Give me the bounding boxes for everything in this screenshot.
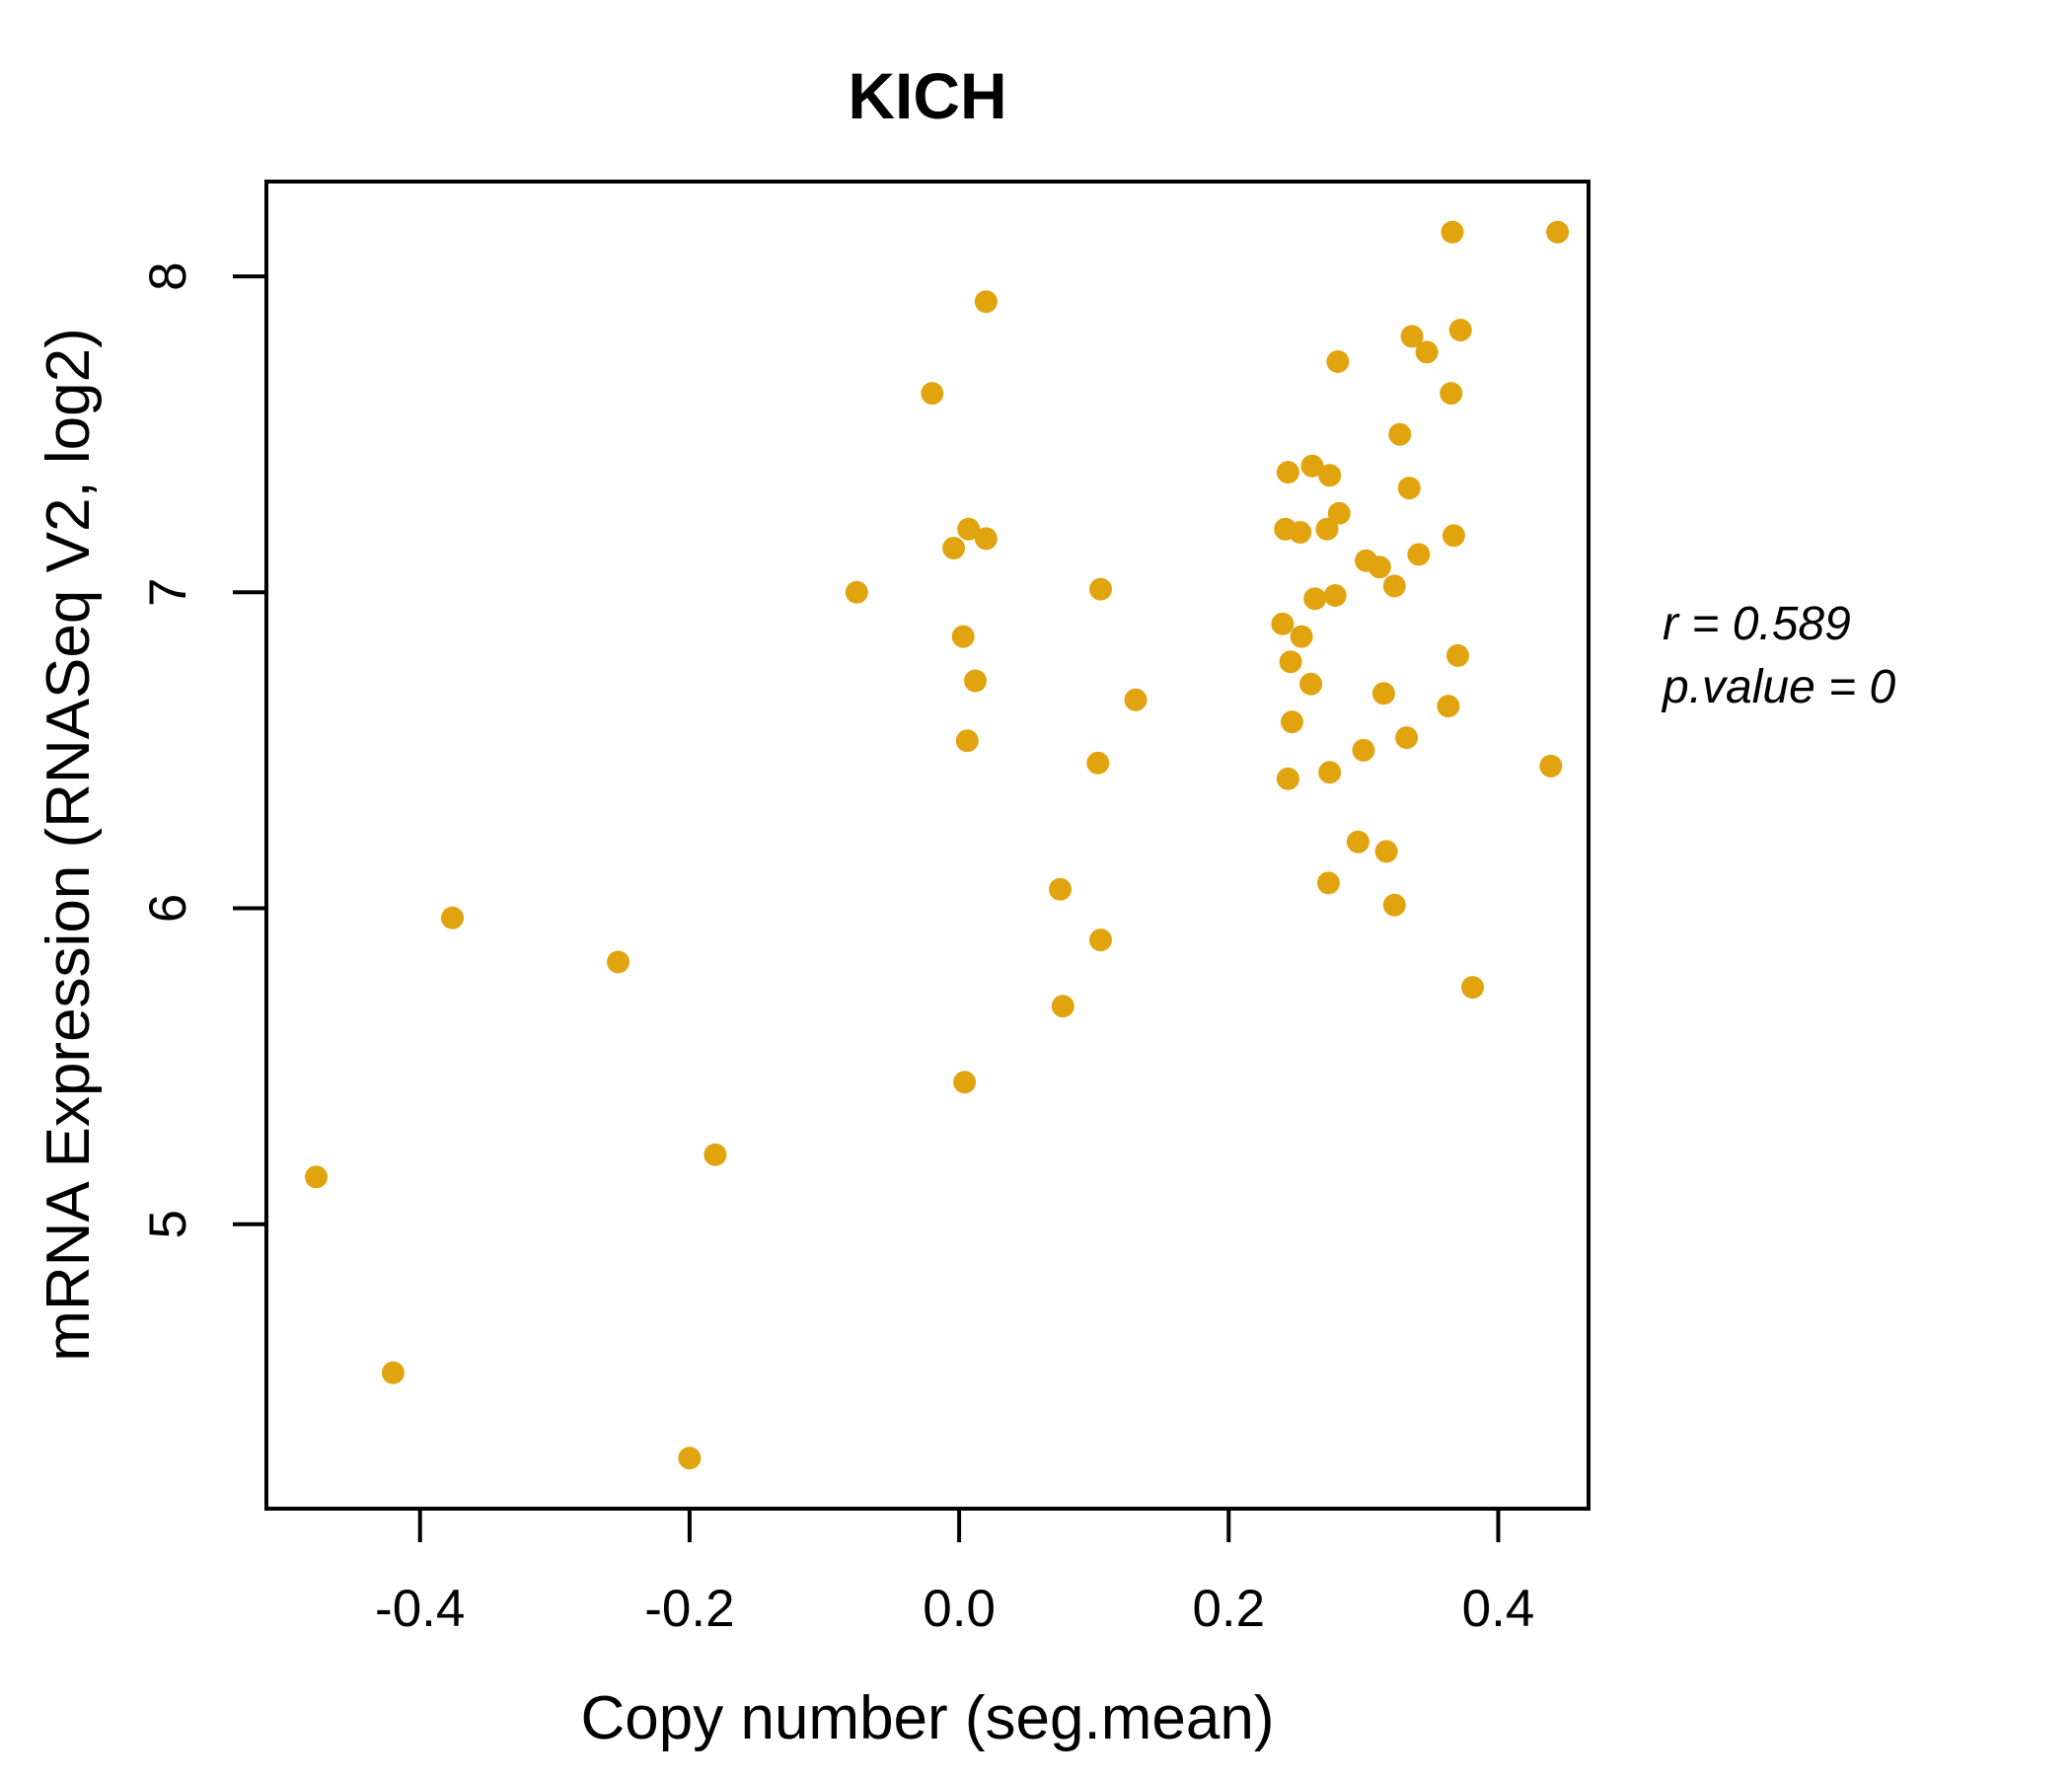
data-point: [1051, 995, 1074, 1018]
data-point: [1388, 422, 1412, 446]
x-tick-label: 0.2: [1192, 1580, 1265, 1638]
data-point: [1440, 382, 1463, 406]
x-axis-ticks: -0.4 -0.2 0.0 0.2 0.4: [375, 1509, 1534, 1638]
data-point: [1089, 577, 1112, 601]
data-point: [1326, 350, 1350, 373]
correlation-r-annotation: r = 0.589: [1663, 598, 1851, 650]
data-point: [1368, 556, 1391, 579]
data-point: [1371, 682, 1395, 705]
data-point: [1315, 517, 1339, 541]
chart-title: KICH: [848, 59, 1006, 132]
data-point: [1089, 928, 1112, 952]
data-point: [381, 1361, 405, 1384]
data-point: [1346, 830, 1369, 853]
data-point: [1539, 754, 1563, 778]
data-point: [1374, 840, 1398, 863]
data-point: [1279, 650, 1302, 674]
x-tick-label: -0.2: [644, 1580, 734, 1638]
data-point: [1407, 543, 1431, 566]
data-point: [441, 906, 464, 929]
x-tick-label: -0.4: [375, 1580, 465, 1638]
data-point: [1300, 454, 1324, 478]
data-point: [1441, 220, 1464, 244]
data-point: [1303, 587, 1327, 611]
data-point: [1318, 464, 1342, 487]
data-point: [1049, 877, 1072, 901]
data-point: [1318, 761, 1342, 784]
data-point: [1415, 340, 1439, 364]
data-point: [703, 1143, 727, 1166]
data-point: [1086, 751, 1110, 775]
y-axis-ticks: 5 6 7 8: [139, 261, 266, 1239]
data-point: [1281, 710, 1303, 734]
data-point: [1382, 574, 1406, 598]
data-point: [845, 580, 868, 604]
data-point: [1395, 726, 1419, 750]
data-point: [1276, 461, 1299, 484]
data-point: [1276, 767, 1299, 790]
data-point: [957, 517, 981, 541]
data-point: [1437, 695, 1460, 718]
data-point: [1290, 625, 1313, 648]
data-point: [955, 729, 979, 753]
data-point: [678, 1447, 702, 1470]
x-axis-label: Copy number (seg.mean): [581, 1684, 1275, 1752]
x-tick-label: 0.4: [1462, 1580, 1535, 1638]
data-point: [1271, 612, 1295, 635]
data-point: [974, 290, 998, 314]
data-point: [974, 527, 998, 551]
data-point: [953, 1071, 977, 1094]
data-point: [942, 537, 966, 559]
data-point: [305, 1165, 328, 1189]
data-point: [1461, 976, 1484, 1000]
data-point: [1124, 688, 1147, 711]
y-tick-label: 8: [139, 261, 197, 290]
data-point: [1316, 871, 1340, 895]
data-point: [1323, 584, 1347, 607]
data-point: [1382, 893, 1406, 917]
data-point: [1400, 325, 1424, 348]
y-axis-label: mRNA Expression (RNASeq V2, log2): [35, 328, 103, 1362]
data-point: [1446, 643, 1469, 667]
data-point: [964, 669, 987, 693]
y-tick-label: 5: [139, 1210, 197, 1238]
data-point: [1352, 738, 1375, 762]
data-point: [1442, 524, 1465, 548]
plot-border: [264, 180, 1591, 1511]
y-tick-label: 7: [139, 578, 197, 607]
data-points: [305, 220, 1570, 1470]
data-point: [921, 382, 944, 406]
data-point: [1289, 521, 1312, 544]
data-point: [607, 950, 629, 974]
data-point: [1546, 220, 1570, 244]
data-point: [1327, 501, 1351, 525]
data-point: [1448, 319, 1472, 341]
data-point: [951, 625, 975, 648]
data-point: [1397, 477, 1421, 500]
data-point: [1299, 672, 1323, 696]
x-tick-label: 0.0: [923, 1580, 996, 1638]
y-tick-label: 6: [139, 894, 197, 923]
p-value-annotation: p.value = 0: [1661, 661, 1895, 713]
